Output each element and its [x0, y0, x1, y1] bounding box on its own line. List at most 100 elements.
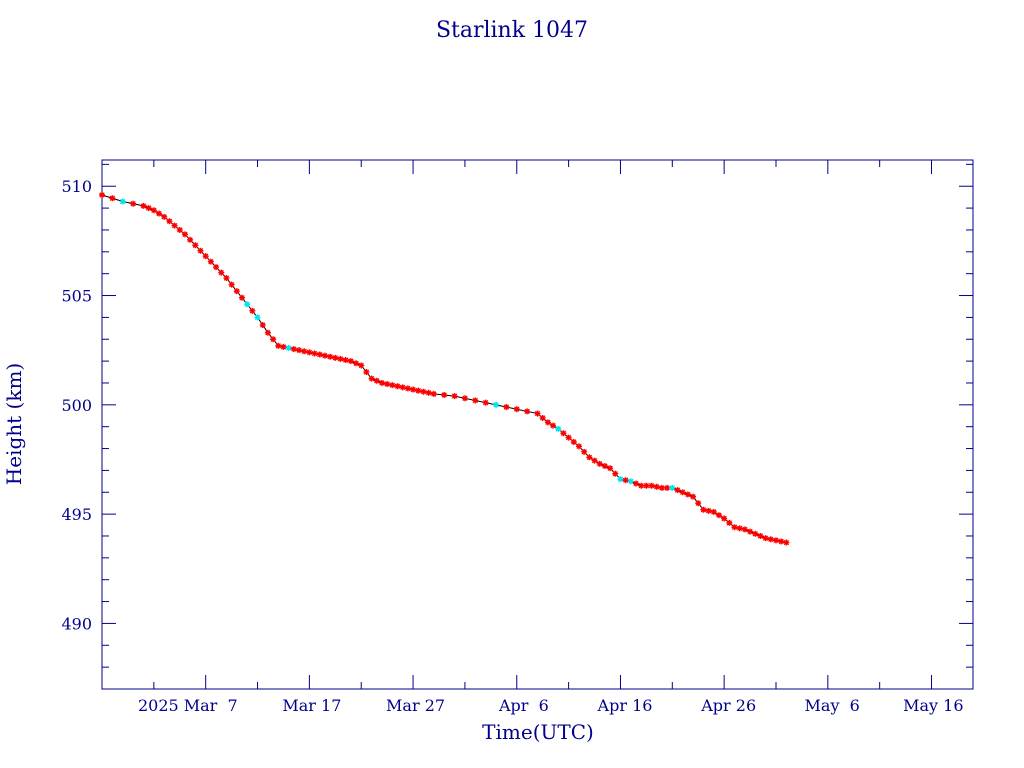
data-point [306, 349, 313, 356]
data-point [752, 530, 759, 537]
data-point [461, 395, 468, 402]
data-point [736, 525, 743, 532]
data-point [384, 381, 391, 388]
data-point [772, 537, 779, 544]
data-point [539, 414, 546, 421]
data-point [674, 487, 681, 494]
data-point [285, 344, 292, 351]
data-point [140, 202, 147, 209]
data-point [420, 388, 427, 395]
data-point [213, 264, 220, 271]
data-point [394, 383, 401, 390]
data-point [700, 506, 707, 513]
data-point [270, 336, 277, 343]
x-tick-label: Apr 26 [700, 696, 756, 715]
x-tick-label: Apr 6 [498, 696, 549, 715]
data-point [607, 465, 614, 472]
data-point [690, 493, 697, 500]
data-point [731, 524, 738, 531]
x-tick-label: May 16 [903, 696, 963, 715]
data-point [342, 357, 349, 364]
data-point [472, 397, 479, 404]
data-point [669, 484, 676, 491]
x-tick-label: Mar 17 [282, 696, 341, 715]
data-point [373, 377, 380, 384]
y-tick-label: 510 [61, 177, 92, 196]
data-point [337, 355, 344, 362]
data-point [99, 191, 105, 198]
data-point [332, 354, 339, 361]
y-tick-label: 490 [61, 614, 92, 633]
data-point [617, 476, 624, 483]
data-point [301, 348, 308, 355]
data-point [415, 387, 422, 394]
data-point [767, 536, 774, 543]
data-point [741, 526, 748, 533]
data-point [565, 434, 572, 441]
data-point [321, 352, 328, 359]
data-point [290, 346, 297, 353]
x-tick-label: 2025 Mar 7 [138, 696, 238, 715]
data-point [658, 484, 665, 491]
data-point [586, 454, 593, 461]
data-point [244, 301, 251, 308]
data-point [218, 269, 225, 276]
data-point [513, 406, 520, 413]
data-point [783, 539, 790, 546]
data-point [581, 448, 588, 455]
data-point [778, 538, 785, 545]
data-point [358, 362, 365, 369]
x-tick-label: Apr 16 [597, 696, 653, 715]
data-point [197, 247, 204, 254]
data-point [296, 347, 303, 354]
data-point [757, 532, 764, 539]
data-point [166, 218, 173, 225]
data-point [679, 489, 686, 496]
data-point [223, 275, 230, 282]
data-point [627, 478, 634, 485]
data-point [410, 386, 417, 393]
data-point [622, 477, 629, 484]
data-point [161, 213, 168, 220]
data-point [233, 288, 240, 295]
data-point [560, 430, 567, 437]
data-point [534, 410, 541, 417]
data-point [482, 399, 489, 406]
data-point [389, 382, 396, 389]
data-point [264, 329, 271, 336]
data-point [643, 482, 650, 489]
data-point [653, 483, 660, 490]
data-point [524, 408, 531, 415]
data-point [550, 422, 557, 429]
data-point [684, 491, 691, 498]
x-axis-label: Time(UTC) [482, 720, 594, 744]
data-point [638, 482, 645, 489]
data-point [664, 484, 671, 491]
x-tick-label: Mar 27 [386, 696, 445, 715]
data-point [181, 231, 188, 238]
data-point [353, 360, 360, 367]
data-point [347, 358, 354, 365]
data-point [555, 425, 562, 432]
data-point [430, 390, 437, 397]
data-point [109, 195, 116, 202]
data-point [130, 200, 137, 207]
data-point [648, 482, 655, 489]
data-point [202, 253, 209, 260]
data-point [705, 507, 712, 514]
data-point [119, 198, 126, 205]
data-point [187, 236, 194, 243]
data-point [715, 512, 722, 519]
data-point [612, 470, 619, 477]
data-point [171, 222, 178, 229]
data-point [249, 307, 256, 314]
data-point [254, 314, 261, 321]
data-point [493, 401, 500, 408]
x-tick-label: May 6 [805, 696, 860, 715]
data-point [145, 205, 152, 212]
data-point [156, 210, 163, 217]
data-point [762, 535, 769, 542]
data-point [275, 342, 282, 349]
data-point [316, 351, 323, 358]
data-point [259, 322, 266, 329]
